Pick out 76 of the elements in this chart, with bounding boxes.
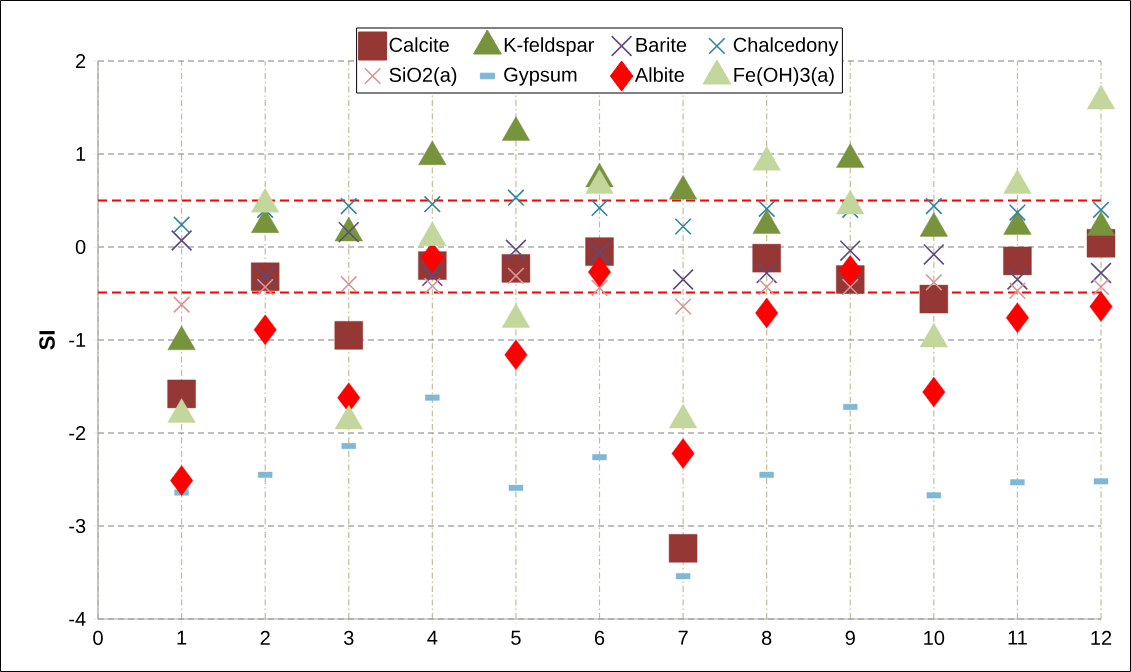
point [671,438,695,469]
point [752,243,781,273]
point [1008,204,1026,222]
x-tick-label: 0 [93,630,103,646]
point [423,277,441,295]
point [1005,302,1029,333]
point [1003,246,1032,276]
point [167,379,196,409]
point [338,221,360,243]
point [838,255,862,286]
x-tick-label: 2 [260,630,270,645]
point [170,465,194,496]
x-tick-label: 11 [1008,630,1027,645]
x-tick-label: 6 [594,630,605,646]
x-tick-label: 9 [845,630,855,646]
point [668,534,698,563]
y-tick-label: 0 [75,239,86,255]
x-tick-label: 7 [678,630,688,645]
point [423,195,441,213]
legend-label: SiO2(a) [389,67,457,86]
y-tick-label: -3 [69,518,86,534]
x-tick-label: 3 [343,630,354,646]
point [758,200,776,218]
point [919,284,949,314]
point [1006,268,1029,291]
legend-label: Calcite [389,37,449,52]
y-tick-label: -4 [69,612,86,626]
point [841,278,859,296]
point [755,262,778,284]
x-tick-label: 12 [1091,630,1112,645]
x-tick-label: 10 [924,630,945,646]
point [674,297,692,316]
point [340,275,358,293]
legend-label: Gypsum [504,67,577,86]
point [507,267,525,285]
point [1092,201,1110,219]
point [256,278,274,296]
y-tick-label: 1 [76,147,86,161]
y-tick-label: -1 [69,333,86,347]
point [334,321,363,350]
point [922,376,946,408]
point [507,189,525,207]
point [504,339,528,371]
x-tick-label: 4 [427,630,438,645]
point [925,273,943,291]
point [1090,262,1112,284]
point [340,197,358,215]
point [839,240,861,262]
y-axis-title: SI [39,331,55,350]
point [1008,282,1026,300]
point [170,229,193,252]
point [505,239,527,261]
legend-label: K-feldspar [504,37,595,56]
point [173,216,191,234]
point [253,314,277,345]
point [674,217,692,236]
point [1092,278,1110,296]
x-tick-label: 5 [511,630,521,645]
legend-label: Chalcedony [733,37,839,56]
point [588,256,611,288]
y-tick-label: -2 [69,426,86,440]
legend-label: Fe(OH)3(a) [734,67,834,86]
point [758,278,776,296]
x-tick-label: 1 [177,630,187,645]
point [590,279,609,297]
y-tick-label: 2 [76,54,86,68]
point [590,199,609,217]
point [1089,291,1113,322]
point [173,296,191,314]
legend-label: Barite [636,37,687,52]
point [672,268,694,291]
legend-label: Albite [634,67,684,82]
point [923,243,945,266]
x-tick-label: 8 [761,630,772,646]
point [925,197,943,215]
point [755,297,779,329]
